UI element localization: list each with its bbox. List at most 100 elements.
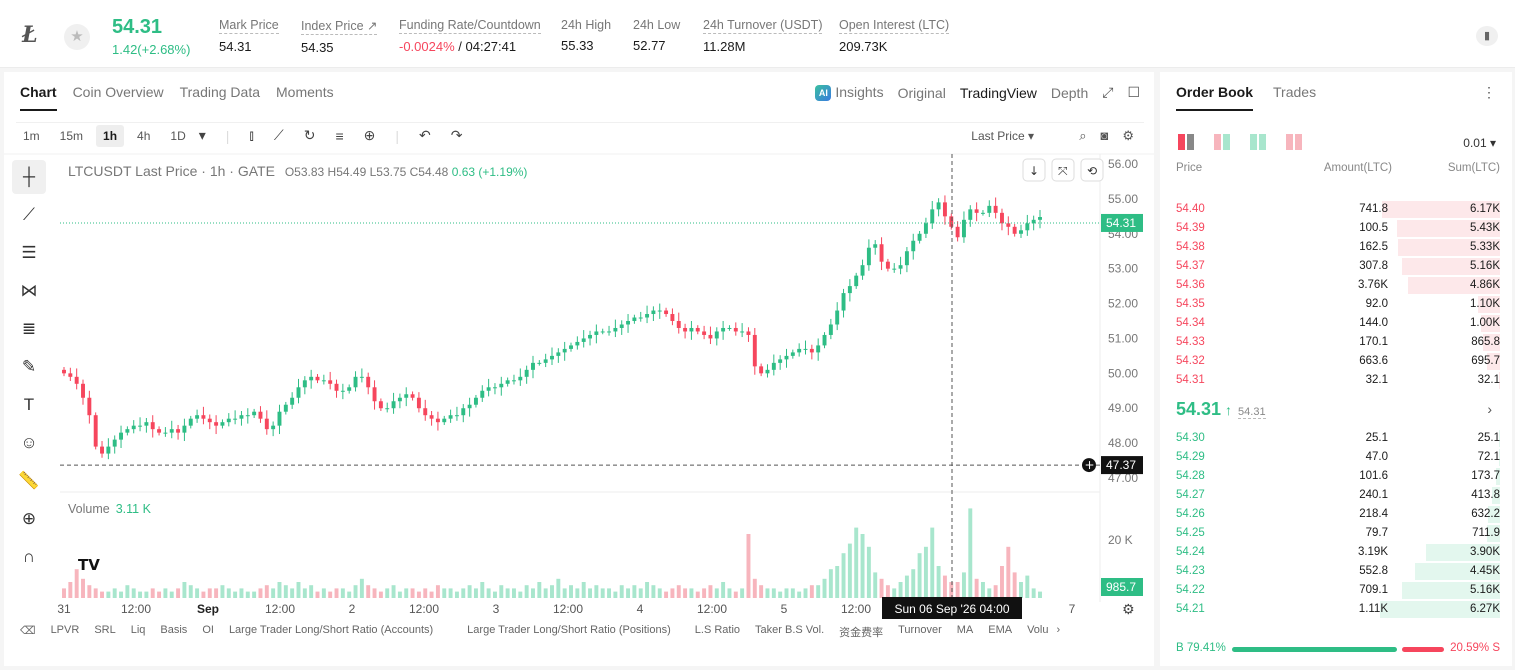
timeframe-4h[interactable]: 4h [137,128,151,143]
favorite-star-icon[interactable]: ★ [64,24,90,50]
eraser-icon[interactable]: ⌫ [20,625,36,637]
asks-mode-icon[interactable] [1214,134,1230,150]
chevron-right-icon[interactable]: › [1487,401,1492,417]
ask-row[interactable]: 54.38 162.5 5.33K [1176,238,1500,257]
bid-row[interactable]: 54.28 101.6 173.7 [1176,467,1500,486]
indicator-volume[interactable]: Volu [1027,624,1049,636]
more-icon[interactable]: ⋮ [1482,84,1496,100]
bid-row[interactable]: 54.30 25.1 25.1 [1176,429,1500,448]
horizontal-lines-icon[interactable]: ☰ [21,243,37,262]
emoji-icon[interactable]: ☺ [20,433,38,452]
bid-row[interactable]: 54.26 218.4 632.2 [1176,505,1500,524]
volume-bar [1031,588,1036,598]
view-depth[interactable]: Depth [1050,84,1089,101]
templates-icon[interactable]: ≡ [335,127,344,144]
expand-icon[interactable]: ⤢ [1102,84,1114,101]
depth-bar [1488,506,1500,523]
precision-select[interactable]: 0.01 ▾ [1463,136,1496,150]
ask-row[interactable]: 54.31 32.1 32.1 [1176,371,1500,390]
undo-icon[interactable]: ↶ [418,127,431,143]
bid-row[interactable]: 54.23 552.8 4.45K [1176,562,1500,581]
bid-amount: 25.1 [1365,432,1388,444]
candle-body [62,369,66,374]
timeframe-1m[interactable]: 1m [23,128,40,143]
magnet-icon[interactable]: ∩ [22,547,36,566]
candlestick-chart[interactable]: 56.0055.0054.0053.0052.0051.0050.0049.00… [4,72,1154,666]
indicator-ls-ratio[interactable]: L.S Ratio [694,624,741,636]
timeframe-1h[interactable]: 1h [96,124,125,147]
candle-body [372,387,377,402]
bid-row[interactable]: 54.29 47.0 72.1 [1176,448,1500,467]
timeframe-15m[interactable]: 15m [59,128,84,143]
indicator-lpvr[interactable]: LPVR [50,624,80,636]
gear-icon[interactable]: ⚙ [1122,127,1134,143]
bid-row[interactable]: 54.21 1.11K 6.27K [1176,600,1500,619]
chevron-right-icon[interactable]: › [1056,624,1061,636]
candle-body [144,422,149,426]
ask-row[interactable]: 54.32 663.6 695.7 [1176,352,1500,371]
bids-mode-icon[interactable] [1250,134,1266,150]
bid-row[interactable]: 54.27 240.1 413.8 [1176,486,1500,505]
price-source-select[interactable]: Last Price ▾ [971,128,1034,143]
ask-row[interactable]: 54.39 100.5 5.43K [1176,219,1500,238]
indicators-icon[interactable]: ⟋ [273,127,284,143]
trend-line-icon[interactable]: ⟋ [23,205,35,224]
pattern-icon[interactable]: ⋈ [20,281,38,300]
refresh-icon[interactable]: ↻ [303,127,316,143]
indicator-large-trader-accounts[interactable]: Large Trader Long/Short Ratio (Accounts) [228,624,434,636]
search-icon[interactable]: ⌕ [1079,127,1087,143]
indicator-ma[interactable]: MA [956,624,974,636]
tab-moments[interactable]: Moments [276,84,334,100]
chevron-down-icon[interactable]: ▾ [198,127,206,143]
depth-bar [1496,468,1500,485]
ask-row[interactable]: 54.37 307.8 5.16K [1176,257,1500,276]
window-icon[interactable]: ☐ [1127,84,1140,101]
tab-trades[interactable]: Trades [1273,84,1317,100]
candle-type-icon[interactable]: ⫾ [249,127,254,143]
indicator-funding-rate[interactable]: 资金费率 [839,627,884,639]
timeframe-1d[interactable]: 1D [170,128,186,143]
view-tradingview[interactable]: TradingView [959,84,1037,101]
zoom-in-icon[interactable]: ⊕ [21,509,37,528]
ask-row[interactable]: 54.36 3.76K 4.86K [1176,276,1500,295]
ask-row[interactable]: 54.33 170.1 865.8 [1176,333,1500,352]
both-sides-mode-icon[interactable] [1178,134,1194,150]
tab-chart[interactable]: Chart [20,84,57,111]
volume-bar [68,582,73,598]
tab-trading-data[interactable]: Trading Data [179,84,261,100]
compact-mode-icon[interactable] [1286,134,1302,150]
ask-row[interactable]: 54.34 144.0 1.00K [1176,314,1500,333]
ask-row[interactable]: 54.40 741.8 6.17K [1176,200,1500,219]
brush-icon[interactable]: ✎ [21,357,37,376]
add-indicator-icon[interactable]: ⊕ [363,127,376,143]
price-tick-label: 48.00 [1108,436,1138,450]
indicator-taker-bs-vol[interactable]: Taker B.S Vol. [755,624,825,636]
view-original[interactable]: Original [897,84,946,101]
tab-coin-overview[interactable]: Coin Overview [72,84,164,100]
bid-row[interactable]: 54.22 709.1 5.16K [1176,581,1500,600]
tab-order-book[interactable]: Order Book [1176,84,1254,111]
indicator-oi[interactable]: OI [202,624,214,636]
indicator-turnover[interactable]: Turnover [898,624,942,636]
view-insights[interactable]: AI Insights [815,84,884,102]
redo-icon[interactable]: ↷ [450,127,463,143]
text-icon[interactable]: T [23,395,35,414]
bid-row[interactable]: 54.25 79.7 711.9 [1176,524,1500,543]
indicator-large-trader-positions[interactable]: Large Trader Long/Short Ratio (Positions… [467,624,671,636]
guide-book-icon[interactable]: ▮ [1476,26,1498,46]
bid-row[interactable]: 54.24 3.19K 3.90K [1176,543,1500,562]
fib-icon[interactable]: ≣ [21,319,37,338]
ruler-icon[interactable]: 📏 [18,471,40,490]
indicator-liq[interactable]: Liq [130,624,146,636]
candle-body [277,411,282,426]
indicator-basis[interactable]: Basis [160,624,188,636]
indicator-ema[interactable]: EMA [988,624,1013,636]
ask-sum: 5.16K [1469,260,1500,272]
indicator-srl[interactable]: SRL [94,624,116,636]
stat-index-price[interactable]: Index Price ↗ 54.35 [301,18,378,55]
camera-icon[interactable]: ◙ [1100,127,1109,143]
volume-bar [404,588,409,598]
ask-row[interactable]: 54.35 92.0 1.10K [1176,295,1500,314]
crosshair-icon[interactable]: ┼ [12,160,46,194]
volume-bar [454,591,459,598]
